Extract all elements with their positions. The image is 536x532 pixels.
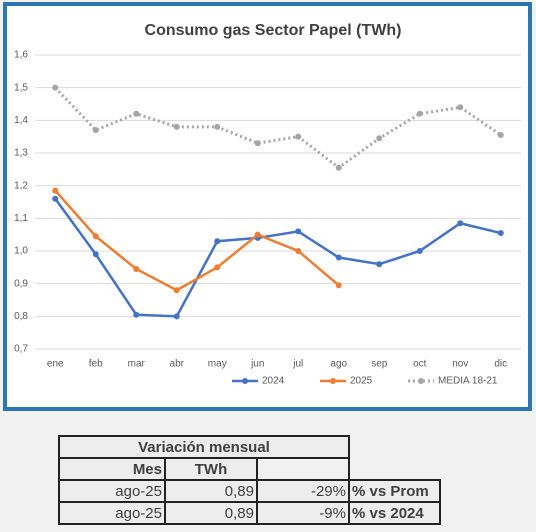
point: [133, 311, 140, 318]
y-tick-label: 1,3: [14, 148, 28, 159]
cell: % vs 2024: [348, 501, 441, 525]
chart-title: Consumo gas Sector Papel (TWh): [145, 22, 402, 39]
point: [376, 261, 383, 268]
x-tick-label: may: [208, 359, 227, 370]
summary-table: Variación mensual Mes TWh ago-25 0,89 -29%%…: [58, 435, 441, 525]
point: [497, 230, 504, 237]
point: [92, 251, 99, 258]
x-tick-label: mar: [128, 359, 146, 370]
point: [254, 231, 261, 238]
point: [254, 140, 261, 147]
point: [376, 135, 383, 142]
legend-marker: [418, 378, 424, 384]
point: [416, 248, 423, 254]
point: [295, 133, 302, 140]
cell: 0,89: [164, 501, 258, 525]
y-tick-label: 0,9: [14, 278, 28, 289]
x-tick-label: oct: [413, 359, 427, 370]
point: [173, 287, 180, 294]
point: [295, 228, 302, 235]
point: [497, 132, 504, 139]
x-tick-label: feb: [89, 359, 103, 370]
x-tick-label: ago: [330, 359, 347, 370]
y-tick-label: 0,8: [14, 311, 28, 322]
point: [416, 110, 423, 117]
point: [52, 84, 59, 91]
chart-frame: [3, 2, 532, 411]
point: [335, 254, 342, 261]
y-tick-label: 1,2: [14, 180, 28, 191]
point: [52, 195, 59, 202]
x-tick-label: sep: [371, 359, 388, 370]
legend-label: 2025: [350, 376, 373, 387]
y-tick-label: 0,7: [14, 344, 28, 355]
cell: % vs Prom: [348, 479, 441, 503]
x-tick-label: dic: [494, 359, 507, 370]
x-tick-label: ene: [47, 359, 64, 370]
point: [214, 238, 221, 245]
x-tick-label: nov: [452, 359, 468, 370]
point: [335, 282, 342, 289]
legend-label: MEDIA 18-21: [438, 376, 498, 387]
y-tick-label: 1,5: [14, 82, 28, 93]
point: [173, 313, 180, 320]
y-tick-label: 1,1: [14, 213, 28, 224]
header-cell: Mes: [58, 457, 166, 481]
series-line: [54, 189, 340, 292]
point: [133, 265, 140, 272]
point: [52, 187, 59, 194]
legend-marker: [242, 378, 248, 384]
y-tick-label: 1,4: [14, 115, 28, 126]
point: [457, 104, 464, 111]
point: [295, 248, 302, 254]
x-tick-label: jun: [250, 359, 264, 370]
chart: Consumo gas Sector Papel (TWh) 0,7 0,8 0,9…: [3, 2, 532, 411]
point: [173, 123, 180, 130]
cell: -9%: [256, 501, 350, 525]
point: [457, 220, 464, 227]
point: [214, 123, 221, 130]
header-cell: TWh: [164, 457, 258, 481]
point: [214, 264, 221, 271]
point: [92, 233, 99, 240]
cell: ago-25: [58, 501, 166, 525]
table-title: Variación mensual: [58, 435, 350, 459]
point: [335, 164, 342, 171]
series-line: [54, 197, 502, 318]
x-tick-label: jul: [292, 359, 303, 370]
cell: ago-25: [58, 479, 166, 503]
y-tick-label: 1,6: [14, 50, 28, 61]
cell: -29%: [256, 479, 350, 503]
cell: 0,89: [164, 479, 258, 503]
legend-label: 2024: [262, 376, 285, 387]
x-tick-label: abr: [170, 359, 185, 370]
y-tick-label: 1,0: [14, 246, 28, 257]
legend-marker: [330, 378, 336, 384]
point: [92, 127, 99, 134]
series-line: [54, 86, 502, 170]
point: [133, 110, 140, 117]
